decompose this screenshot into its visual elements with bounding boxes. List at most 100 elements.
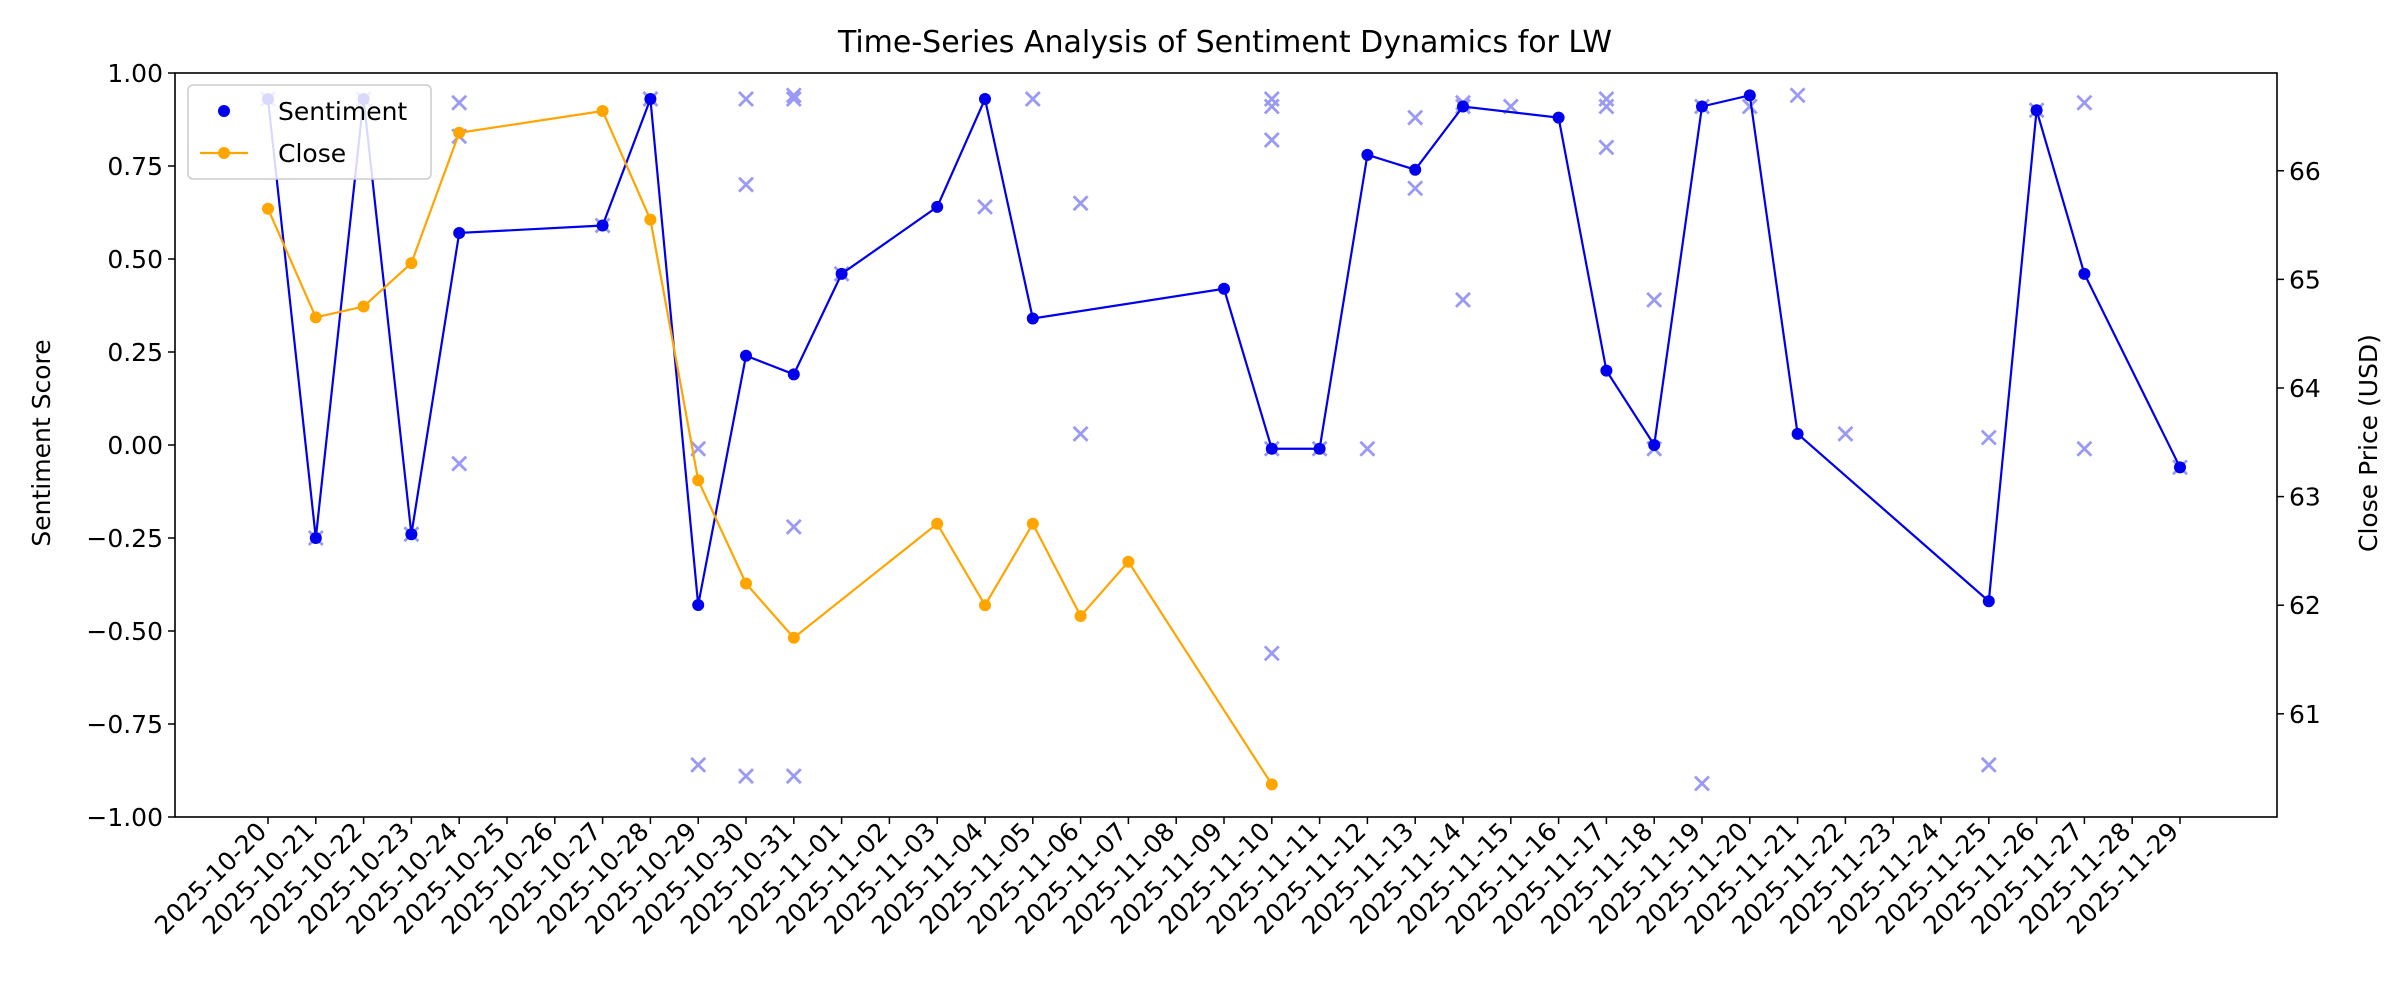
legend-close-label: Close xyxy=(278,139,346,168)
raw-sentiment-marker xyxy=(1263,91,1280,108)
close-point xyxy=(453,126,466,139)
left-axis-tick-label: −1.00 xyxy=(86,803,163,832)
sentiment-point xyxy=(1026,312,1039,325)
close-point xyxy=(1265,778,1278,791)
sentiment-point xyxy=(1265,442,1278,455)
left-axis-tick-label: 1.00 xyxy=(107,59,163,88)
plot-frame xyxy=(174,72,2278,818)
close-point xyxy=(1074,610,1087,623)
sentiment-point xyxy=(835,267,848,280)
left-axis-tick-label: −0.75 xyxy=(86,710,163,739)
sentiment-point xyxy=(596,219,609,232)
sentiment-point xyxy=(1791,427,1804,440)
close-line xyxy=(266,109,1273,786)
close-point xyxy=(596,105,609,118)
raw-sentiment-marker xyxy=(1263,98,1280,115)
sentiment-point xyxy=(1457,100,1469,113)
raw-sentiment-marker xyxy=(1072,195,1089,212)
raw-sentiment-marker xyxy=(1598,139,1615,156)
raw-sentiment-marker xyxy=(1359,440,1376,457)
sentiment-point xyxy=(787,368,800,381)
close-point xyxy=(644,213,657,226)
raw-sentiment-marker xyxy=(1980,429,1997,446)
right-axis-tick-label: 64 xyxy=(2289,374,2321,403)
raw-sentiment-marker xyxy=(690,756,707,773)
close-point xyxy=(1026,517,1039,530)
left-axis-tick-label: 0.50 xyxy=(107,245,163,274)
right-axis-tick-label: 62 xyxy=(2289,591,2321,620)
sentiment-point xyxy=(309,532,322,544)
raw-sentiment-marker xyxy=(1694,775,1710,792)
raw-sentiment-marker xyxy=(1072,425,1089,442)
raw-sentiment-marker xyxy=(1980,756,1997,773)
sentiment-point xyxy=(2078,267,2091,280)
sentiment-point xyxy=(979,93,991,106)
sentiment-point xyxy=(1648,439,1661,451)
sentiment-point xyxy=(1409,163,1422,176)
raw-sentiment-marker xyxy=(738,91,754,108)
sentiment-point xyxy=(740,349,752,362)
sentiment-point xyxy=(1743,89,1756,102)
y-axis-label-right: Close Price (USD) xyxy=(2354,334,2383,552)
legend-close-marker xyxy=(218,147,230,159)
sentiment-point xyxy=(1982,595,1995,608)
sentiment-point xyxy=(2174,461,2186,474)
raw-sentiment-marker xyxy=(977,198,993,215)
sentiment-point xyxy=(1696,100,1708,113)
right-axis-tick-label: 63 xyxy=(2289,483,2321,512)
right-axis-tick-label: 61 xyxy=(2289,700,2321,729)
close-point xyxy=(357,300,370,313)
chart-title: Time-Series Analysis of Sentiment Dynami… xyxy=(837,25,1612,60)
legend-sentiment-marker xyxy=(218,105,230,117)
sentiment-point xyxy=(1218,282,1230,295)
raw-sentiment-marker xyxy=(1407,180,1424,197)
raw-sentiment-marker xyxy=(785,518,802,535)
close-point xyxy=(309,311,322,324)
close-point xyxy=(262,202,274,215)
raw-sentiment-marker xyxy=(2076,94,2093,111)
raw-sentiment-marker xyxy=(2076,440,2093,457)
close-point xyxy=(1122,555,1135,568)
close-point xyxy=(931,517,944,530)
sentiment-point xyxy=(1361,148,1374,161)
raw-sentiment-marker xyxy=(451,455,468,472)
raw-sentiment-marker xyxy=(1837,425,1854,442)
close-point xyxy=(692,474,705,487)
sentiment-point xyxy=(1552,111,1565,124)
legend-sentiment-label: Sentiment xyxy=(278,97,407,126)
raw-sentiment-marker xyxy=(1789,87,1806,104)
sentiment-line xyxy=(266,93,2181,606)
left-axis-tick-label: −0.50 xyxy=(86,617,163,646)
left-axis-tick-label: −0.25 xyxy=(86,524,163,553)
close-point xyxy=(979,599,991,612)
sentiment-point xyxy=(1600,364,1613,377)
left-axis-tick-label: 0.00 xyxy=(107,431,163,460)
raw-sentiment-marker xyxy=(1598,91,1615,108)
raw-sentiment-marker xyxy=(1598,98,1615,115)
right-axis-tick-label: 66 xyxy=(2289,157,2321,186)
right-axis-tick-label: 65 xyxy=(2289,265,2321,294)
raw-sentiment-marker xyxy=(1741,98,1758,115)
sentiment-point xyxy=(692,598,705,611)
raw-sentiment-marker xyxy=(738,768,754,785)
raw-sentiment-marker xyxy=(785,768,802,785)
raw-sentiment-marker xyxy=(785,91,802,108)
raw-sentiment-marker xyxy=(1024,91,1041,108)
close-point xyxy=(787,631,800,644)
raw-sentiment-marker xyxy=(738,176,754,193)
close-point xyxy=(405,257,418,270)
left-axis-tick-label: 0.25 xyxy=(107,338,163,367)
left-axis-tick-label: 0.75 xyxy=(107,152,163,181)
sentiment-point xyxy=(1313,442,1326,455)
raw-sentiment-marker xyxy=(1455,291,1471,308)
sentiment-point xyxy=(453,226,466,239)
close-point xyxy=(740,577,752,590)
raw-sentiment-marker xyxy=(1263,131,1280,148)
sentiment-point xyxy=(2030,104,2043,117)
legend-box xyxy=(187,84,432,180)
sentiment-point xyxy=(405,528,418,541)
sentiment-point xyxy=(931,200,944,213)
raw-sentiment-marker xyxy=(1263,645,1280,662)
